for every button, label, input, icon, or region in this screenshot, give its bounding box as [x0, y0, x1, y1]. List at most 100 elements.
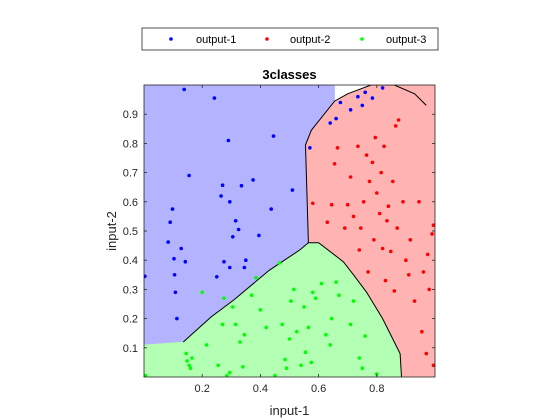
point-output-3-24 — [278, 261, 282, 265]
legend-marker-output-1 — [169, 37, 173, 41]
point-output-1-41 — [381, 86, 385, 90]
point-output-2-16 — [368, 180, 372, 184]
point-output-3-41 — [328, 343, 332, 347]
point-output-3-2 — [184, 352, 188, 356]
point-output-2-17 — [371, 161, 375, 165]
y-tick-label: 0.2 — [123, 314, 138, 326]
legend-marker-output-3 — [360, 37, 364, 41]
point-output-2-35 — [404, 258, 408, 262]
point-output-3-16 — [238, 340, 242, 344]
point-output-2-22 — [379, 171, 383, 175]
y-tick-label: 0.9 — [123, 109, 138, 121]
point-output-2-9 — [352, 215, 356, 219]
y-tick-label: 0.6 — [123, 197, 138, 209]
point-output-1-36 — [349, 108, 353, 112]
point-output-3-28 — [288, 337, 292, 341]
point-output-3-47 — [358, 356, 362, 360]
chart-title: 3classes — [262, 67, 316, 82]
point-output-3-40 — [324, 333, 328, 337]
point-output-2-19 — [374, 136, 378, 140]
point-output-1-7 — [174, 291, 178, 295]
point-output-1-3 — [168, 220, 172, 224]
x-axis-label: input-1 — [270, 403, 310, 418]
point-output-3-31 — [295, 330, 299, 334]
point-output-1-16 — [221, 183, 225, 187]
point-output-3-19 — [250, 293, 254, 297]
point-output-1-8 — [175, 317, 179, 321]
point-output-2-4 — [333, 162, 337, 166]
point-output-3-36 — [310, 361, 314, 365]
point-output-3-11 — [222, 296, 226, 300]
legend: output-1 output-2 output-3 — [142, 28, 438, 50]
point-output-2-34 — [401, 200, 405, 204]
point-output-1-26 — [244, 258, 248, 262]
point-output-3-38 — [314, 296, 318, 300]
point-output-2-15 — [366, 270, 370, 274]
point-output-1-40 — [371, 96, 375, 100]
y-tick-label: 0.8 — [123, 138, 138, 150]
legend-label-output-3: output-3 — [386, 34, 426, 46]
point-output-1-29 — [272, 134, 276, 138]
point-output-1-21 — [231, 235, 235, 239]
point-output-1-27 — [251, 178, 255, 182]
point-output-1-10 — [182, 88, 186, 92]
y-axis-label: input-2 — [104, 211, 119, 251]
point-output-1-28 — [257, 234, 261, 238]
decision-regions — [144, 85, 435, 377]
point-output-2-11 — [358, 248, 362, 252]
point-output-2-45 — [430, 232, 434, 236]
point-output-2-25 — [384, 279, 388, 283]
point-output-1-19 — [228, 200, 232, 204]
point-output-3-43 — [334, 280, 338, 284]
legend-marker-output-2 — [265, 37, 269, 41]
point-output-1-5 — [172, 257, 176, 261]
point-output-1-38 — [361, 104, 365, 108]
point-output-1-39 — [363, 91, 367, 95]
point-output-3-15 — [234, 323, 238, 327]
x-tick-label: 0.2 — [195, 383, 210, 395]
point-output-3-21 — [259, 308, 263, 312]
point-output-3-10 — [221, 323, 225, 327]
point-output-2-23 — [381, 247, 385, 251]
point-output-1-20 — [228, 266, 232, 270]
point-output-1-23 — [237, 228, 241, 232]
point-output-3-48 — [361, 366, 365, 370]
point-output-1-2 — [166, 240, 170, 244]
point-output-3-9 — [216, 364, 220, 368]
y-tick-label: 0.1 — [123, 343, 138, 355]
x-tick-label: 0.4 — [253, 383, 268, 395]
point-output-2-20 — [375, 191, 379, 195]
point-output-2-40 — [420, 330, 424, 334]
point-output-1-13 — [213, 96, 217, 100]
point-output-2-33 — [397, 118, 401, 122]
point-output-2-30 — [393, 289, 397, 293]
point-output-3-17 — [241, 365, 245, 369]
point-output-3-27 — [285, 366, 289, 370]
y-tick-label: 0.4 — [123, 255, 138, 267]
point-output-3-22 — [264, 326, 268, 330]
point-output-1-34 — [334, 117, 338, 121]
point-output-1-6 — [173, 273, 177, 277]
point-output-2-5 — [336, 146, 340, 150]
point-output-1-32 — [308, 146, 312, 150]
point-output-2-13 — [362, 200, 366, 204]
point-output-1-17 — [222, 260, 226, 264]
point-output-3-49 — [363, 334, 367, 338]
point-output-3-30 — [292, 288, 296, 292]
point-output-2-14 — [365, 153, 369, 157]
point-output-1-15 — [219, 194, 223, 198]
point-output-1-31 — [291, 188, 295, 192]
point-output-3-42 — [330, 317, 334, 321]
point-output-2-24 — [382, 145, 386, 149]
point-output-1-9 — [179, 247, 183, 251]
point-output-2-42 — [425, 352, 429, 356]
point-output-1-25 — [243, 266, 247, 270]
point-output-2-44 — [427, 288, 431, 292]
point-output-2-2 — [326, 220, 330, 224]
point-output-2-3 — [330, 203, 334, 207]
point-output-3-32 — [299, 364, 303, 368]
legend-label-output-2: output-2 — [290, 34, 330, 46]
point-output-2-27 — [387, 204, 391, 208]
point-output-2-1 — [311, 202, 315, 206]
